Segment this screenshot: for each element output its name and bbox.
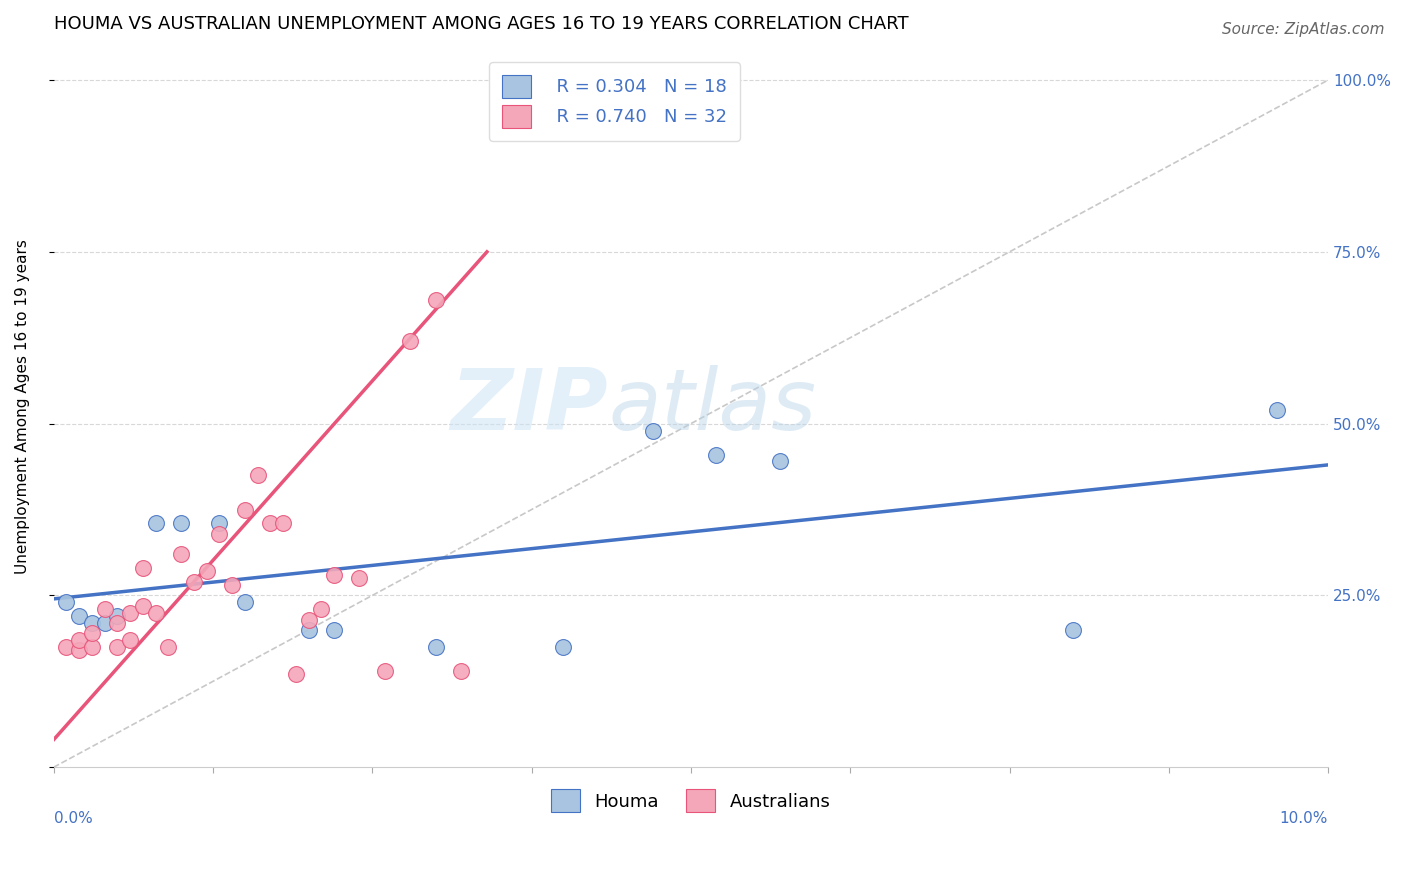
Point (183, 574, 205, 589)
Text: 0.0%: 0.0% (53, 811, 93, 826)
Point (309, 602, 332, 616)
Point (55, 640, 77, 654)
Point (105, 640, 128, 654)
Point (67, 633, 90, 648)
Point (297, 613, 319, 627)
Point (132, 561, 155, 575)
Point (105, 615, 128, 630)
Point (170, 516, 193, 531)
Point (80, 615, 103, 630)
Point (641, 424, 664, 438)
Text: HOUMA VS AUSTRALIAN UNEMPLOYMENT AMONG AGES 16 TO 19 YEARS CORRELATION CHART: HOUMA VS AUSTRALIAN UNEMPLOYMENT AMONG A… (53, 15, 908, 33)
Point (170, 547, 193, 561)
Text: 10.0%: 10.0% (1279, 811, 1329, 826)
Point (553, 640, 575, 654)
Text: Source: ZipAtlas.com: Source: ZipAtlas.com (1222, 22, 1385, 37)
Point (399, 334, 422, 348)
Point (425, 640, 447, 654)
Point (284, 667, 307, 681)
Text: atlas: atlas (607, 365, 815, 448)
Point (208, 516, 231, 531)
Point (208, 526, 231, 541)
Point (93, 615, 115, 630)
Point (67, 643, 90, 657)
Text: ZIP: ZIP (450, 365, 607, 448)
Point (706, 448, 728, 462)
Point (157, 640, 180, 654)
Point (246, 468, 269, 483)
Point (80, 626, 103, 640)
Point (233, 502, 256, 516)
Point (120, 633, 142, 648)
Legend: Houma, Australians: Houma, Australians (540, 779, 841, 823)
Point (120, 606, 142, 620)
Point (195, 565, 218, 579)
Point (221, 578, 243, 592)
Point (145, 606, 167, 620)
Point (349, 571, 371, 585)
Point (323, 567, 346, 582)
Point (1062, 623, 1084, 637)
Point (55, 595, 77, 609)
Point (132, 599, 155, 613)
Point (105, 609, 128, 624)
Point (67, 609, 90, 624)
Point (259, 516, 281, 531)
Point (425, 293, 447, 307)
Point (323, 623, 346, 637)
Point (233, 595, 256, 609)
Point (271, 516, 294, 531)
Point (145, 516, 167, 531)
Point (93, 602, 115, 616)
Point (297, 623, 319, 637)
Point (1265, 403, 1288, 417)
Y-axis label: Unemployment Among Ages 16 to 19 years: Unemployment Among Ages 16 to 19 years (15, 239, 30, 574)
Point (80, 640, 103, 654)
Point (450, 664, 472, 678)
Point (769, 454, 792, 468)
Point (374, 664, 396, 678)
